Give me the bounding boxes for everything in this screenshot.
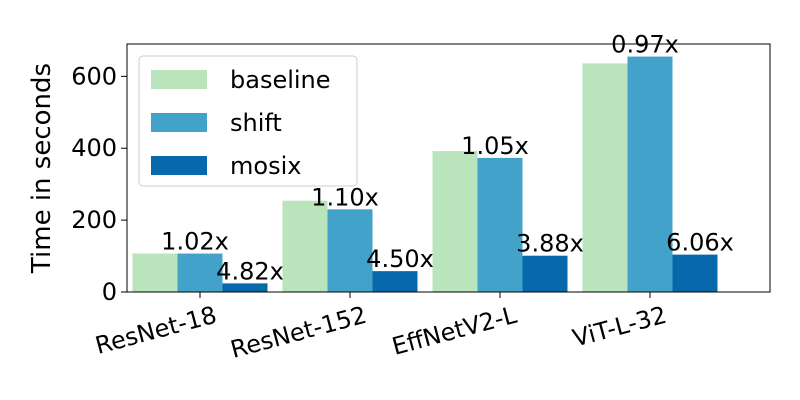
y-tick-label: 0 xyxy=(102,278,117,306)
bar-baseline-effnetv2-l xyxy=(432,151,478,292)
bar-label-mosix-resnet-18: 4.82x xyxy=(216,257,284,285)
bar-label-shift-resnet-18: 1.02x xyxy=(161,228,229,256)
y-axis-label: Time in seconds xyxy=(27,63,57,274)
y-tick-label: 400 xyxy=(71,134,117,162)
y-axis-ticks: 0 200 400 600 xyxy=(71,62,127,306)
bar-label-mosix-resnet-152: 4.50x xyxy=(366,245,434,273)
x-tick-label-resnet-18: ResNet-18 xyxy=(92,301,219,360)
legend-label-baseline: baseline xyxy=(230,66,331,94)
legend-swatch-shift xyxy=(151,113,207,132)
bar-baseline-vit-l-32 xyxy=(582,63,628,293)
bar-baseline-resnet-18 xyxy=(132,253,178,292)
bars-group xyxy=(132,56,718,293)
x-tick-label-resnet-152: ResNet-152 xyxy=(228,301,370,364)
legend-swatch-mosix xyxy=(151,156,207,175)
x-axis-ticks: ResNet-18 ResNet-152 EffNetV2-L ViT-L-32 xyxy=(92,292,670,364)
bar-label-shift-vit-l-32: 0.97x xyxy=(611,31,679,59)
y-tick-label: 200 xyxy=(71,206,117,234)
bar-mosix-vit-l-32 xyxy=(672,254,718,292)
plot-frame xyxy=(126,43,771,293)
legend-label-mosix: mosix xyxy=(230,152,301,180)
bar-baseline-resnet-152 xyxy=(282,200,328,292)
legend-swatch-baseline xyxy=(151,70,207,89)
bar-shift-resnet-18 xyxy=(177,253,223,292)
bar-label-shift-resnet-152: 1.10x xyxy=(311,183,379,211)
bar-mosix-resnet-18 xyxy=(222,283,268,292)
bar-label-mosix-vit-l-32: 6.06x xyxy=(666,229,734,257)
legend-label-shift: shift xyxy=(230,109,282,137)
bar-shift-resnet-152 xyxy=(327,209,373,292)
legend: baseline shift mosix xyxy=(138,55,358,187)
bar-label-shift-effnetv2-l: 1.05x xyxy=(461,132,529,160)
x-tick-label-effnetv2-l: EffNetV2-L xyxy=(389,301,520,361)
y-tick-label: 600 xyxy=(71,62,117,90)
bar-mosix-effnetv2-l xyxy=(522,255,568,292)
bar-shift-vit-l-32 xyxy=(627,56,673,292)
bar-mosix-resnet-152 xyxy=(372,271,418,292)
x-tick-label-vit-l-32: ViT-L-32 xyxy=(570,301,670,353)
bar-labels-group: 1.02x 1.10x 1.05x 0.97x 4.82x 4.50x 3.88x 6.06x xyxy=(161,31,734,286)
bar-shift-effnetv2-l xyxy=(477,157,523,292)
bar-label-mosix-effnetv2-l: 3.88x xyxy=(516,230,584,258)
